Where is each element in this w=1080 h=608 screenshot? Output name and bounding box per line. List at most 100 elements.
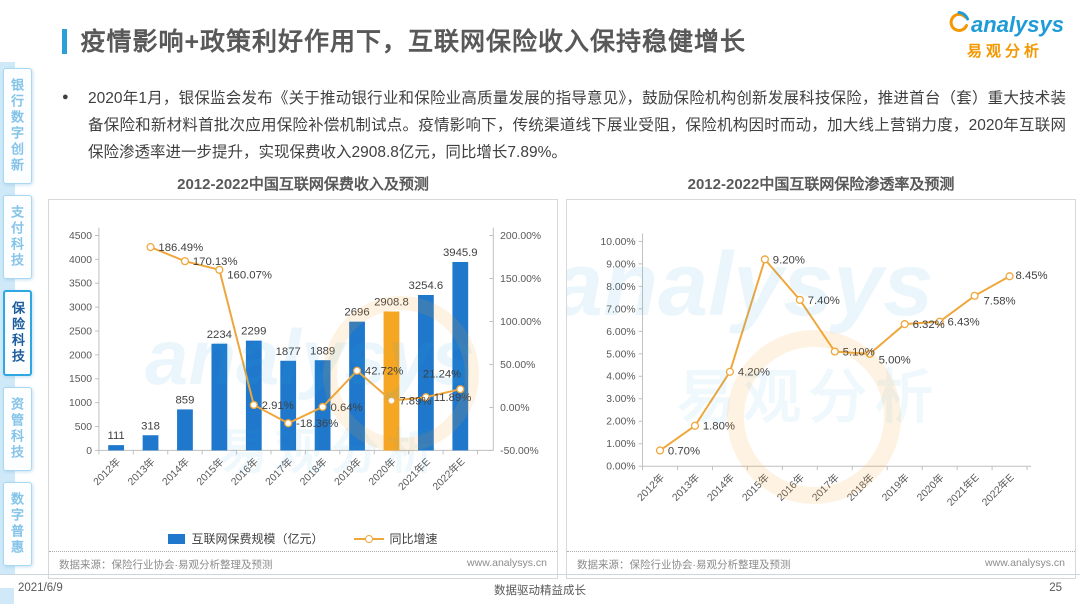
- svg-text:5.10%: 5.10%: [843, 347, 875, 359]
- svg-text:-50.00%: -50.00%: [500, 446, 539, 457]
- svg-text:100.00%: 100.00%: [500, 317, 541, 328]
- chart-title-right: 2012-2022中国互联网保险渗透率及预测: [687, 176, 955, 194]
- svg-text:9.20%: 9.20%: [773, 255, 805, 267]
- svg-text:2019年: 2019年: [879, 471, 912, 504]
- header: 疫情影响+政策利好作用下，互联网保险收入保持稳健增长: [62, 22, 930, 58]
- bar-legend-swatch-icon: [168, 533, 186, 544]
- svg-text:2020年: 2020年: [366, 456, 399, 489]
- svg-text:2016年: 2016年: [774, 471, 807, 504]
- svg-text:1877: 1877: [276, 346, 301, 358]
- charts-row: 2012-2022中国互联网保费收入及预测 analysys 易观分析 0 500…: [48, 162, 1076, 580]
- svg-text:2017年: 2017年: [262, 456, 295, 489]
- sidebar-tab-4[interactable]: 资管科技: [3, 387, 32, 471]
- svg-text:6.00%: 6.00%: [606, 327, 635, 338]
- footer-page-number: 25: [1049, 582, 1062, 594]
- legend-label-bars: 互联网保费规模（亿元）: [191, 532, 324, 547]
- svg-text:0.64%: 0.64%: [331, 402, 363, 414]
- legend-item-bars: 互联网保费规模（亿元）: [168, 530, 324, 547]
- premium-income-chart-svg: 0 500 1000 1500 2000 2500 3000 3500 4000 4500 -50.…: [69, 228, 541, 494]
- svg-text:2014年: 2014年: [704, 471, 737, 504]
- svg-text:5.00%: 5.00%: [606, 350, 635, 361]
- svg-text:3945.9: 3945.9: [443, 247, 478, 259]
- svg-text:0.70%: 0.70%: [668, 446, 700, 458]
- svg-text:6.32%: 6.32%: [913, 320, 945, 332]
- svg-text:2020年: 2020年: [914, 471, 947, 504]
- svg-text:2022年E: 2022年E: [430, 456, 468, 494]
- svg-text:1.80%: 1.80%: [703, 421, 735, 433]
- svg-text:2012年: 2012年: [90, 456, 123, 489]
- svg-text:160.07%: 160.07%: [227, 270, 272, 282]
- penetration-rate-chart-svg: 0.00% 1.00% 2.00% 3.00% 4.00% 5.00% 6.00% 7.00%…: [601, 233, 1048, 509]
- premium-income-chart: 2012-2022中国互联网保费收入及预测 analysys 易观分析 0 500…: [48, 162, 558, 580]
- legend-label-line: 同比增速: [389, 532, 438, 547]
- premium-income-chart-box: analysys 易观分析 0 500 1000 1500 2000 2500 3000 35…: [48, 199, 558, 580]
- svg-text:7.00%: 7.00%: [606, 305, 635, 316]
- chart-title-left: 2012-2022中国互联网保费收入及预测: [177, 176, 429, 194]
- svg-text:5.00%: 5.00%: [879, 355, 911, 367]
- svg-text:2.91%: 2.91%: [262, 400, 294, 412]
- svg-text:2021年E: 2021年E: [395, 456, 433, 494]
- chart-footer-right: 数据来源：保险行业协会·易观分析整理及预测 www.analysys.cn: [567, 551, 1075, 578]
- svg-text:2696: 2696: [344, 307, 369, 319]
- logo-brand-cn: 易观分析: [966, 43, 1043, 60]
- svg-text:7.40%: 7.40%: [808, 295, 840, 307]
- data-source-text: 数据来源：保险行业协会·易观分析整理及预测: [577, 559, 791, 572]
- svg-text:6.43%: 6.43%: [948, 317, 980, 329]
- svg-text:1000: 1000: [69, 399, 92, 410]
- svg-text:7.58%: 7.58%: [984, 296, 1016, 308]
- sidebar-tab-2[interactable]: 支付科技: [3, 195, 32, 279]
- sidebar-tab-1[interactable]: 银行数字创新: [3, 68, 32, 184]
- svg-text:42.72%: 42.72%: [365, 366, 403, 378]
- footer-slogan: 数据驱动精益成长: [494, 585, 586, 597]
- svg-text:2908.8: 2908.8: [374, 297, 409, 309]
- bullet-row: ● 2020年1月，银保监会发布《关于推动银行业和保险业高质量发展的指导意见》，…: [62, 86, 1066, 167]
- page-title: 疫情影响+政策利好作用下，互联网保险收入保持稳健增长: [80, 28, 747, 56]
- svg-text:2019年: 2019年: [331, 456, 364, 489]
- svg-text:50.00%: 50.00%: [500, 360, 535, 371]
- analysys-swirl-icon: [946, 10, 970, 39]
- svg-text:4000: 4000: [69, 255, 92, 266]
- penetration-rate-chart-box: analysys 易观分析 0.00% 1.00% 2.00% 3.00% 4.00% 5…: [566, 199, 1076, 580]
- svg-text:2018年: 2018年: [297, 456, 330, 489]
- logo-brand-text: analysys: [971, 11, 1064, 37]
- svg-text:11.89%: 11.89%: [434, 393, 472, 405]
- data-source-text: 数据来源：保险行业协会·易观分析整理及预测: [59, 559, 273, 572]
- svg-text:3500: 3500: [69, 279, 92, 290]
- svg-text:8.00%: 8.00%: [606, 282, 635, 293]
- svg-text:2015年: 2015年: [739, 471, 772, 504]
- svg-text:4500: 4500: [69, 231, 92, 242]
- bullet-icon: ●: [62, 91, 69, 103]
- svg-text:186.49%: 186.49%: [158, 242, 203, 254]
- svg-text:3.00%: 3.00%: [606, 395, 635, 406]
- svg-text:2022年E: 2022年E: [979, 471, 1017, 509]
- svg-text:500: 500: [75, 422, 93, 433]
- footer-date: 2021/6/9: [18, 582, 63, 594]
- penetration-rate-chart: 2012-2022中国互联网保险渗透率及预测 analysys 易观分析 0.0…: [566, 162, 1076, 580]
- svg-text:200.00%: 200.00%: [500, 231, 541, 242]
- svg-text:-18.36%: -18.36%: [296, 419, 338, 431]
- svg-text:8.45%: 8.45%: [1016, 271, 1048, 283]
- sidebar-tab-3[interactable]: 保险科技: [3, 290, 32, 376]
- analysys-url: www.analysys.cn: [985, 557, 1065, 570]
- svg-text:2016年: 2016年: [228, 456, 261, 489]
- svg-text:318: 318: [141, 421, 160, 433]
- svg-text:2013年: 2013年: [669, 471, 702, 504]
- svg-text:0: 0: [86, 446, 92, 457]
- svg-text:2.00%: 2.00%: [606, 417, 635, 428]
- svg-text:10.00%: 10.00%: [601, 237, 636, 248]
- svg-text:150.00%: 150.00%: [500, 274, 541, 285]
- svg-text:1889: 1889: [310, 346, 335, 358]
- svg-text:2299: 2299: [241, 326, 266, 338]
- chart-footer-left: 数据来源：保险行业协会·易观分析整理及预测 www.analysys.cn: [49, 551, 557, 578]
- svg-text:2018年: 2018年: [844, 471, 877, 504]
- svg-text:2017年: 2017年: [809, 471, 842, 504]
- svg-text:3000: 3000: [69, 303, 92, 314]
- legend-item-line: 同比增速: [353, 530, 438, 547]
- bottom-left-decor: [0, 588, 14, 604]
- svg-text:1500: 1500: [69, 375, 92, 386]
- sidebar-tab-5[interactable]: 数字普惠: [3, 482, 32, 566]
- svg-text:859: 859: [176, 395, 195, 407]
- svg-text:170.13%: 170.13%: [193, 257, 238, 269]
- svg-text:0.00%: 0.00%: [606, 462, 635, 473]
